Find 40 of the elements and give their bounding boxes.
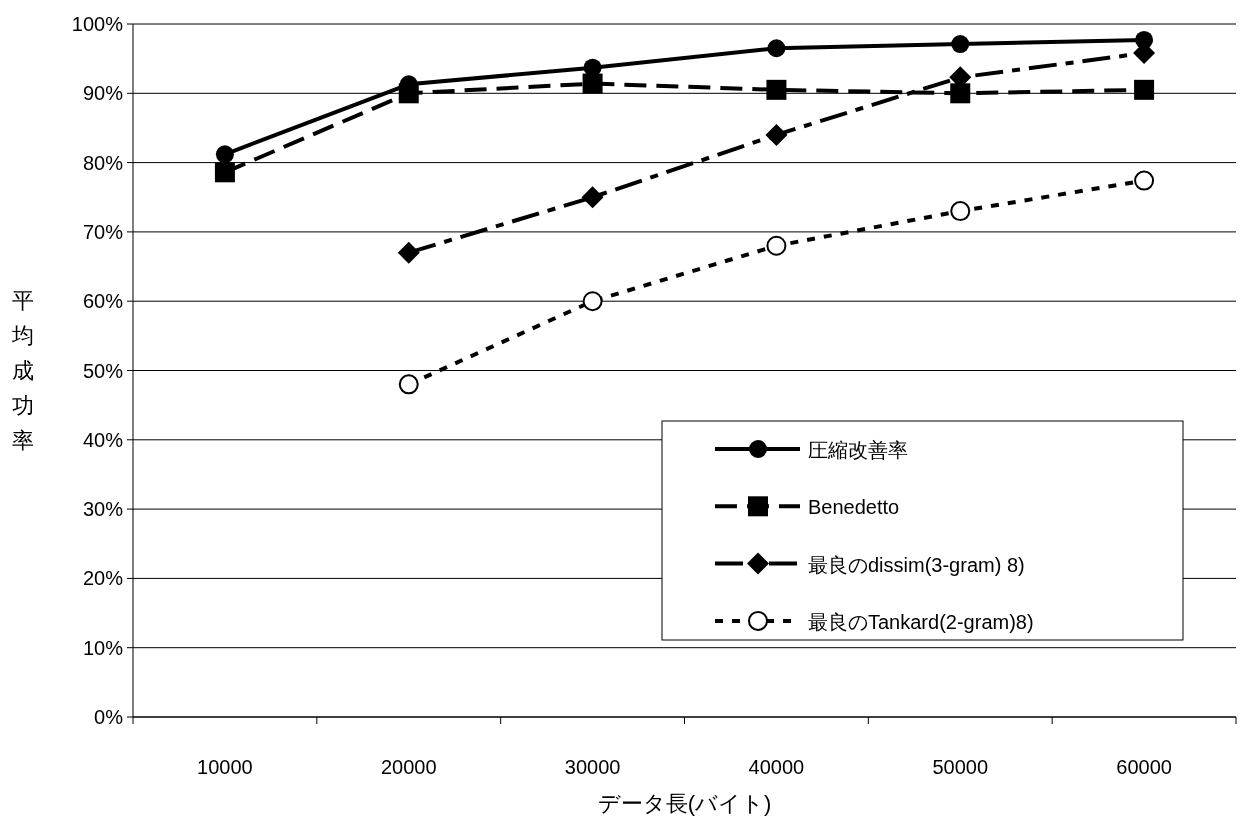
- point: [767, 39, 786, 58]
- y-tick-label: 0%: [94, 706, 124, 728]
- y-tick-label: 90%: [82, 82, 124, 105]
- point: [950, 83, 971, 104]
- x-tick-label: 40000: [748, 756, 805, 778]
- x-axis-title: データ長(バイト): [597, 791, 772, 816]
- legend-label: 圧縮改善率: [808, 439, 908, 461]
- point: [766, 235, 787, 256]
- x-tick-label: 30000: [564, 756, 621, 778]
- point: [214, 162, 235, 183]
- point: [582, 73, 603, 94]
- point: [215, 145, 234, 164]
- point: [951, 35, 970, 54]
- point: [397, 241, 420, 264]
- y-tick-label: 20%: [82, 567, 124, 590]
- y-tick-label: 40%: [82, 428, 124, 451]
- x-tick-label: 10000: [197, 756, 253, 778]
- y-tick-label: 80%: [82, 151, 124, 174]
- y-tick-label: 30%: [82, 498, 124, 521]
- legend-label: Benedetto: [808, 496, 900, 519]
- point: [1135, 30, 1154, 49]
- legend-label: 最良のdissim(3-gram) 8): [808, 553, 1025, 576]
- point: [765, 123, 788, 146]
- point: [581, 186, 604, 209]
- point: [582, 291, 603, 312]
- y-tick-label: 60%: [82, 290, 124, 313]
- point: [1134, 170, 1155, 191]
- y-tick-label: 70%: [82, 220, 124, 243]
- point: [950, 201, 971, 222]
- legend-label: 最良のTankard(2-gram)8): [808, 610, 1034, 633]
- y-tick-label: 50%: [82, 359, 124, 382]
- x-tick-label: 50000: [932, 756, 989, 778]
- y-tick-label: 10%: [82, 636, 124, 659]
- point: [1134, 79, 1155, 100]
- point: [398, 374, 419, 395]
- y-axis-title: 平均成功率: [11, 287, 34, 453]
- x-tick-label: 60000: [1116, 756, 1172, 778]
- x-tick-label: 20000: [380, 756, 437, 778]
- y-tick-label: 100%: [71, 13, 124, 35]
- point: [766, 79, 787, 100]
